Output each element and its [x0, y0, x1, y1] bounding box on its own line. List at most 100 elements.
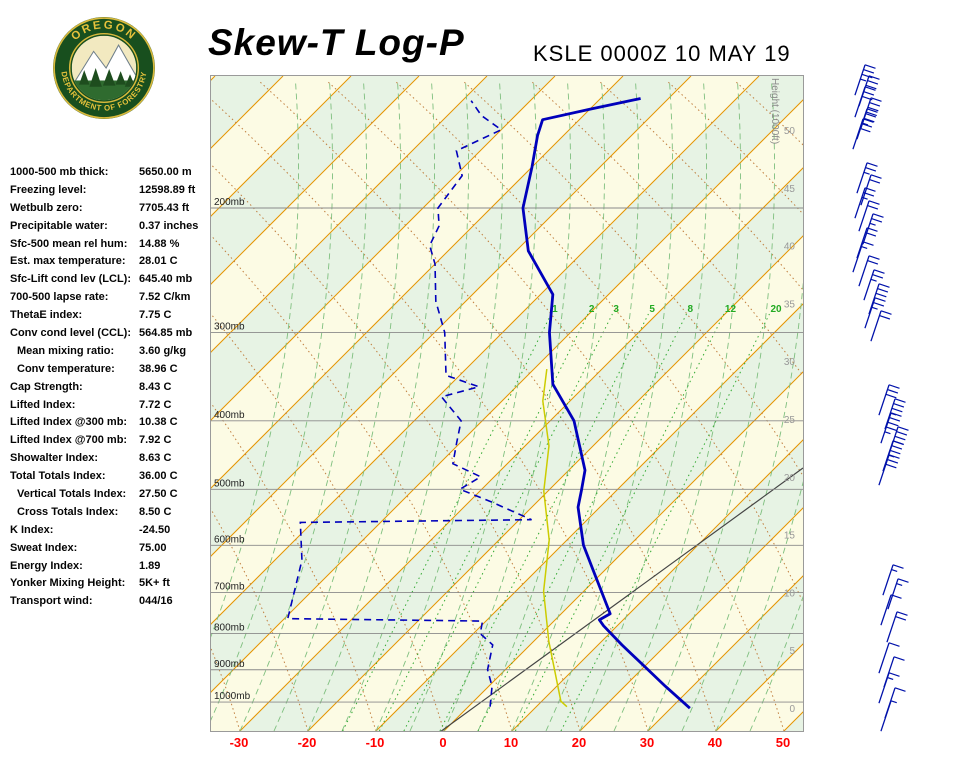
index-value: 14.88 % — [139, 237, 180, 250]
index-value: 645.40 mb — [139, 273, 193, 286]
index-row: Precipitable water: 0.37 inches — [10, 220, 212, 232]
index-value: -24.50 — [139, 523, 171, 536]
index-value: 10.38 C — [139, 416, 178, 429]
svg-text:45: 45 — [784, 184, 796, 195]
index-label: Conv temperature: — [17, 362, 115, 375]
temp-axis-tick: 40 — [707, 735, 723, 750]
index-value: 0.37 inches — [139, 219, 199, 232]
svg-text:12: 12 — [725, 304, 737, 315]
index-row: Yonker Mixing Height: 5K+ ft — [10, 577, 212, 589]
index-label: Mean mixing ratio: — [17, 344, 115, 357]
temp-axis-tick: 0 — [439, 735, 447, 750]
index-value: 3.60 g/kg — [139, 344, 187, 357]
index-value: 8.63 C — [139, 452, 172, 465]
index-value: 1.89 — [139, 559, 161, 572]
index-row: K Index: -24.50 — [10, 524, 212, 536]
index-label: Sweat Index: — [10, 541, 78, 554]
index-label: ThetaE index: — [10, 309, 83, 322]
svg-text:30: 30 — [784, 357, 796, 368]
index-row: Sweat Index: 75.00 — [10, 542, 212, 554]
index-row: Showalter Index: 8.63 C — [10, 452, 212, 464]
svg-text:5: 5 — [789, 646, 795, 657]
index-label: Sfc-Lift cond lev (LCL): — [10, 273, 131, 286]
svg-text:200mb: 200mb — [214, 197, 245, 208]
svg-text:3: 3 — [613, 304, 619, 315]
temp-axis-tick: -20 — [297, 735, 317, 750]
index-label: Transport wind: — [10, 595, 93, 608]
wind-barbs-svg — [852, 64, 909, 732]
index-row: 700-500 lapse rate: 7.52 C/km — [10, 291, 212, 303]
svg-text:35: 35 — [784, 299, 796, 310]
index-label: Total Totals Index: — [10, 470, 106, 483]
index-row: Est. max temperature: 28.01 C — [10, 255, 212, 267]
index-label: Freezing level: — [10, 183, 87, 196]
index-row: Conv temperature: 38.96 C — [10, 363, 212, 375]
temp-axis-tick: 30 — [639, 735, 655, 750]
svg-text:10: 10 — [784, 588, 796, 599]
index-label: Vertical Totals Index: — [17, 488, 127, 501]
index-value: 7.52 C/km — [139, 291, 191, 304]
svg-text:0: 0 — [789, 704, 795, 715]
index-label: 700-500 lapse rate: — [10, 291, 109, 304]
index-row: Lifted Index @300 mb: 10.38 C — [10, 416, 212, 428]
index-value: 12598.89 ft — [139, 183, 196, 196]
svg-text:40: 40 — [784, 242, 796, 253]
page-title: Skew-T Log-P — [208, 22, 465, 63]
index-value: 5650.00 m — [139, 166, 192, 178]
index-value: 27.50 C — [139, 488, 178, 501]
svg-text:800mb: 800mb — [214, 623, 245, 634]
index-label: Showalter Index: — [10, 452, 99, 465]
index-value: 7.72 C — [139, 398, 172, 411]
svg-text:400mb: 400mb — [214, 410, 245, 421]
index-value: 28.01 C — [139, 255, 178, 268]
skewt-chart: 1 2 3 5 8 12 20 200mb 300mb 400mb 500mb 600mb 700mb 8… — [210, 75, 804, 732]
svg-text:1000mb: 1000mb — [214, 691, 251, 702]
sounding-indices-panel: 1000-500 mb thick: 5650.00 m Freezing leve… — [10, 166, 212, 613]
temp-axis-tick: 10 — [503, 735, 519, 750]
station-id-and-time: KSLE 0000Z 10 MAY 19 — [533, 41, 791, 66]
svg-text:2: 2 — [589, 304, 595, 315]
index-label: Yonker Mixing Height: — [10, 577, 126, 590]
svg-text:25: 25 — [784, 415, 796, 426]
temp-axis-tick: 20 — [571, 735, 587, 750]
svg-text:50: 50 — [784, 126, 796, 137]
temp-axis-tick: 50 — [775, 735, 791, 750]
index-value: 7.92 C — [139, 434, 172, 447]
wind-barb-column — [840, 60, 950, 750]
index-row: Vertical Totals Index: 27.50 C — [10, 488, 212, 500]
index-row: Total Totals Index: 36.00 C — [10, 470, 212, 482]
index-value: 564.85 mb — [139, 327, 193, 340]
skewt-chart-svg: 1 2 3 5 8 12 20200mb300mb400mb500mb600mb700mb8… — [211, 76, 803, 731]
index-label: 1000-500 mb thick: — [10, 166, 109, 178]
index-label: Wetbulb zero: — [10, 201, 83, 214]
index-label: Cross Totals Index: — [17, 505, 119, 518]
index-value: 8.43 C — [139, 380, 172, 393]
index-value: 38.96 C — [139, 362, 178, 375]
index-row: Cross Totals Index: 8.50 C — [10, 506, 212, 518]
index-label: Cap Strength: — [10, 380, 83, 393]
temperature-axis: -30 -20 -10 0 10 20 30 40 50 — [210, 735, 802, 757]
svg-text:300mb: 300mb — [214, 321, 245, 332]
index-row: Energy Index: 1.89 — [10, 560, 212, 572]
index-row: ThetaE index: 7.75 C — [10, 309, 212, 321]
odf-logo: OREGON DEPARTMENT OF FORESTRY — [52, 16, 156, 120]
svg-text:20: 20 — [770, 304, 782, 315]
index-value: 5K+ ft — [139, 577, 170, 590]
index-row: Lifted Index @700 mb: 7.92 C — [10, 434, 212, 446]
temp-axis-tick: -30 — [229, 735, 249, 750]
index-row: Lifted Index: 7.72 C — [10, 399, 212, 411]
index-label: Sfc-500 mean rel hum: — [10, 237, 128, 250]
index-label: K Index: — [10, 523, 54, 536]
logo-forest-scene — [71, 35, 137, 101]
svg-text:5: 5 — [649, 304, 655, 315]
index-value: 7705.43 ft — [139, 201, 190, 214]
svg-text:20: 20 — [784, 473, 796, 484]
index-row: Transport wind: 044/16 — [10, 595, 212, 607]
svg-text:1: 1 — [552, 304, 558, 315]
index-value: 044/16 — [139, 595, 173, 608]
index-row: Wetbulb zero: 7705.43 ft — [10, 202, 212, 214]
temp-axis-tick: -10 — [365, 735, 385, 750]
svg-text:900mb: 900mb — [214, 659, 245, 670]
index-value: 8.50 C — [139, 505, 172, 518]
